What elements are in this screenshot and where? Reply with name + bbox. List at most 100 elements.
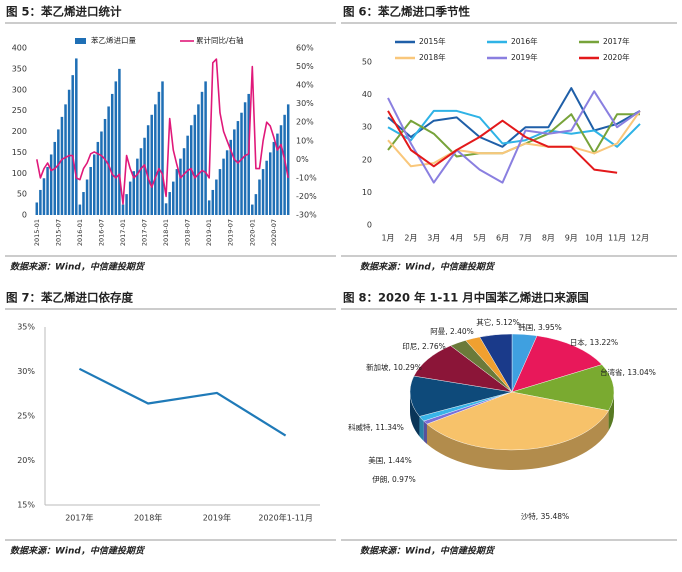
y2-tick-label: 50% [296,62,314,71]
chart-title: 图 7：苯乙烯进口依存度 [6,291,134,305]
x-tick-label: 2020-01 [248,219,256,246]
line [387,109,641,148]
bar [286,104,290,215]
x-tick-label: 2017-07 [141,219,149,246]
bar [107,106,110,215]
data-label: 印尼, 2.76% [402,342,446,351]
x-tick-label: 1月 [381,234,394,243]
source: 数据来源：Wind，中信建投期货 [360,262,496,273]
y-tick-label: 30% [17,367,35,376]
bar [251,204,254,215]
bar [233,129,236,215]
bar [96,141,100,215]
pie-side [410,392,420,437]
bar [197,104,200,215]
y-tick-label: 40 [362,90,372,99]
pie-slice [479,333,513,393]
pie-slice [511,335,603,393]
line [387,87,641,148]
y-tick-label: 10 [362,188,372,197]
bar [139,148,143,215]
bar [42,178,46,215]
bar [110,93,114,215]
bar [64,104,67,215]
bar [168,192,171,215]
data-label: 美国, 1.44% [368,455,412,465]
legend-label: 累计同比/右轴 [196,35,244,45]
bar [114,81,118,216]
bar [75,58,78,215]
x-tick-label: 10月 [585,234,603,243]
bar [225,150,229,215]
bar [85,179,89,215]
x-tick-label: 9月 [565,234,578,243]
bar [268,152,272,215]
bar [100,131,103,215]
bar [254,194,258,215]
bar [136,158,139,215]
x-tick-label: 2018年 [134,513,162,523]
y2-tick-label: 20% [296,118,314,127]
bar [157,91,161,215]
bar [71,75,74,215]
x-tick-label: 2019-01 [205,219,213,246]
legend-label: 2019年 [511,52,538,62]
bar [283,114,286,215]
y-tick-label: 20 [362,155,372,164]
data-label: 台湾省, 13.04% [600,367,656,377]
bar [78,204,82,215]
data-label: 韩国, 3.95% [518,322,562,332]
pie-side [426,410,609,470]
pie-slice [511,364,615,411]
bar [128,181,132,215]
bar [200,91,204,215]
bar [261,169,265,215]
bar [186,135,189,215]
y2-tick-label: 10% [296,136,314,145]
x-tick-label: 2018-01 [162,219,170,246]
data-label: 科威特, 11.34% [348,422,404,432]
legend-label: 2015年 [419,36,446,46]
bar [39,189,42,215]
bar [258,179,261,215]
bar [204,81,207,216]
bar [143,137,146,215]
bar [118,68,121,215]
bar [243,102,247,215]
bar [103,118,107,215]
bar [222,158,225,215]
y2-tick-label: 40% [296,81,314,90]
legend-label: 2018年 [419,52,446,62]
y-tick-label: 30 [362,123,372,132]
data-label: 新加坡, 10.29% [366,362,422,372]
bar [229,139,232,215]
bar [67,89,71,215]
bar [215,179,218,215]
bar [172,181,175,215]
x-tick-label: 2019-07 [227,219,235,246]
x-tick-label: 2018-07 [184,219,192,246]
x-tick-label: 8月 [542,234,555,243]
bar [164,203,168,215]
legend-label: 2016年 [511,36,538,46]
x-tick-label: 11月 [608,234,626,243]
source: 数据来源：Wind，中信建投期货 [360,546,496,557]
legend-label: 2020年 [603,52,630,62]
legend-label: 苯乙烯进口量 [91,35,136,45]
bar [240,112,243,215]
x-tick-label: 2016-07 [97,219,105,246]
bar [193,114,197,215]
bar [46,166,49,215]
x-tick-label: 2015-07 [54,219,62,246]
line [387,90,641,184]
y-tick-label: 350 [12,64,27,73]
bar [154,104,157,215]
y-tick-label: 35% [17,323,35,332]
x-tick-label: 3月 [427,234,440,243]
x-tick-label: 6月 [496,234,509,243]
bar [82,192,85,215]
y-tick-label: 20% [17,456,35,465]
x-tick-label: 5月 [473,234,486,243]
y-tick-label: 25% [17,412,35,421]
bar [93,154,96,215]
